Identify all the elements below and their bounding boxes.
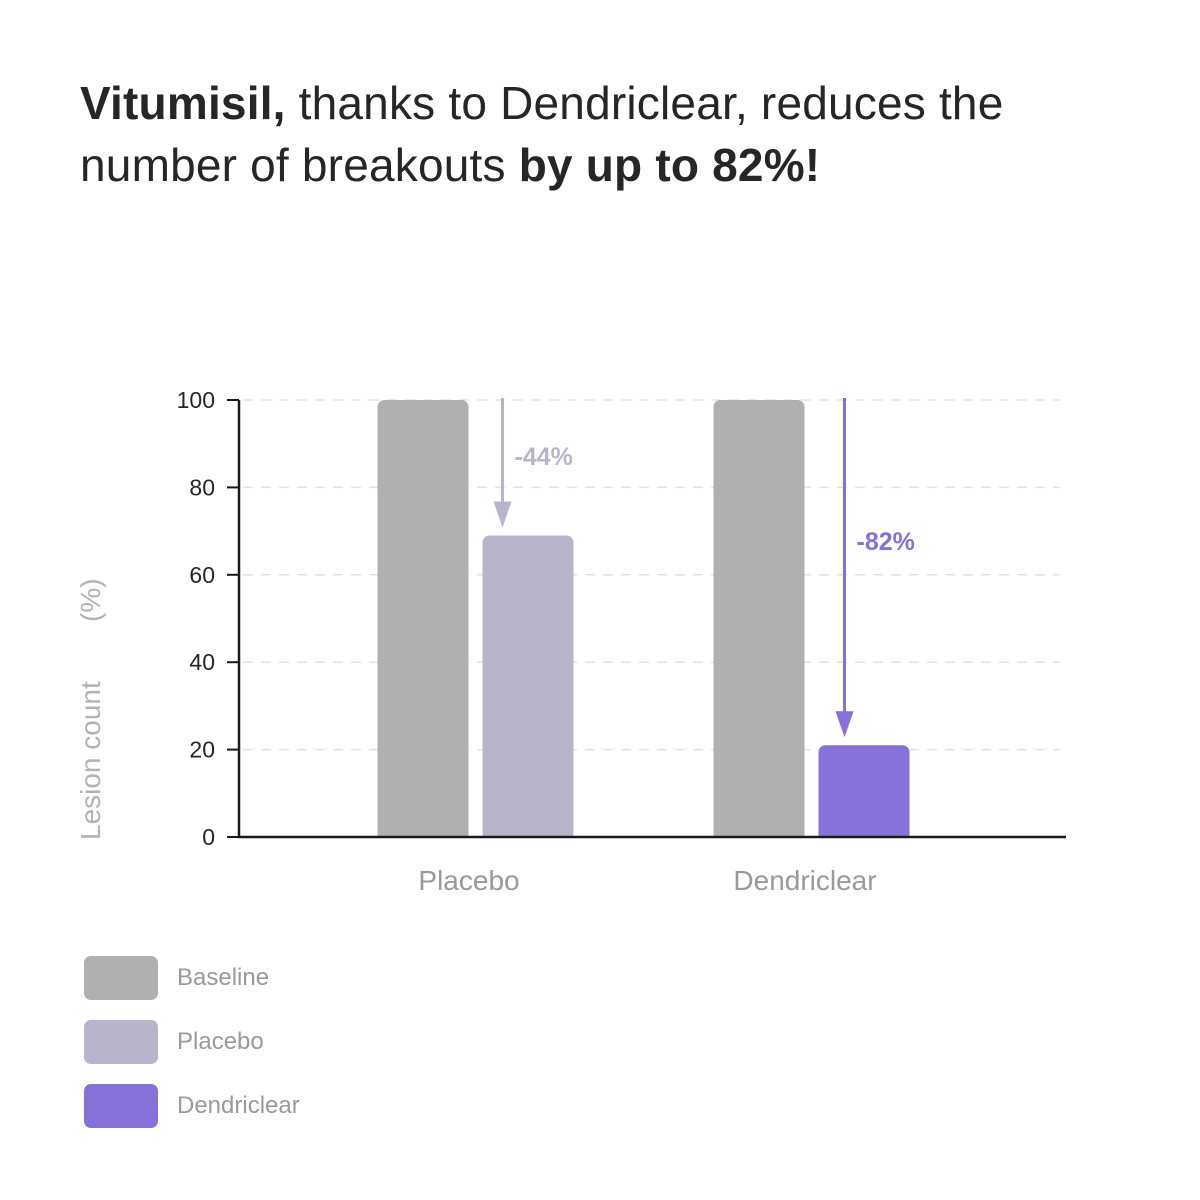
y-tick-labels: 0 20 40 60 80 100 [177,387,215,850]
x-category-labels: Placebo Dendriclear [418,865,876,896]
annotations: -44% -82% [493,398,915,738]
y-tick-label-20: 20 [189,737,215,763]
x-category-label-dendriclear: Dendriclear [733,865,876,896]
y-axis-label: Lesion count (%) [75,578,106,840]
annotation-label-placebo: -44% [515,443,573,471]
axes [227,399,1066,839]
bar-placebo-baseline [377,400,469,837]
y-axis-label-unit: (%) [75,578,106,622]
bar-dendriclear-dendriclear [818,745,910,837]
bar-chart: 0 20 40 60 80 100 Placebo Dendriclear -44% -82%… [75,387,1066,896]
y-tick-label-0: 0 [202,824,215,850]
chart-title: Vitumisil, thanks to Dendriclear, reduce… [80,72,1140,196]
grid-lines [243,399,1060,751]
y-tick-label-40: 40 [189,649,215,675]
bar-placebo-placebo [482,535,574,837]
legend-swatch-placebo [84,1020,158,1064]
y-tick-label-80: 80 [189,474,215,500]
bars [377,400,910,837]
legend-label-dendriclear: Dendriclear [177,1092,300,1119]
legend-label-baseline: Baseline [177,964,270,991]
y-tick-label-100: 100 [177,387,215,413]
legend-label-placebo: Placebo [177,1028,264,1055]
title-highlight: by up to 82%! [518,139,821,191]
bar-dendriclear-baseline [713,400,805,837]
y-tick-label-60: 60 [189,562,215,588]
legend-item-dendriclear: Dendriclear [84,1084,300,1128]
legend: Baseline Placebo Dendriclear [84,956,300,1148]
legend-item-baseline: Baseline [84,956,300,1000]
y-axis-label-main: Lesion count [75,681,106,840]
legend-item-placebo: Placebo [84,1020,300,1064]
annotation-label-dendriclear: -82% [857,528,915,556]
x-category-label-placebo: Placebo [418,865,519,896]
arrow-head-placebo [493,501,512,528]
legend-swatch-dendriclear [84,1084,158,1128]
legend-swatch-baseline [84,956,158,1000]
title-brand: Vitumisil, [80,77,286,129]
title-body: thanks to Dendriclear, reduces the numbe… [80,77,1004,191]
arrow-head-dendriclear [835,711,854,738]
